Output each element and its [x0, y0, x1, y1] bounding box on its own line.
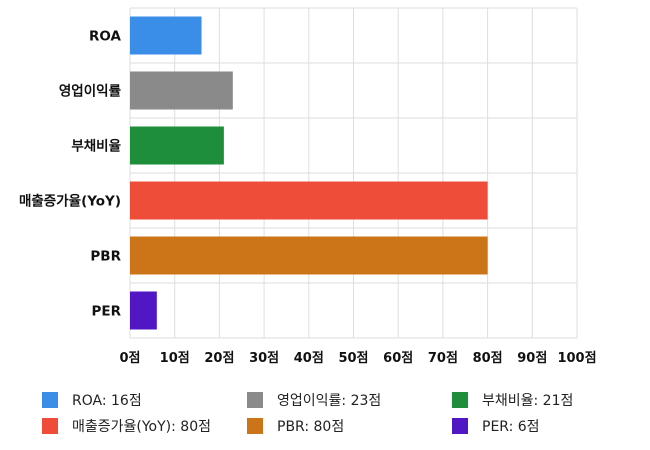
x-tick-label: 40점 — [294, 351, 324, 366]
x-tick-label: 20점 — [204, 351, 234, 366]
legend-swatch — [452, 392, 468, 408]
category-label: 부채비율 — [71, 138, 121, 155]
category-label: PER — [91, 304, 121, 320]
x-tick-label: 100점 — [557, 351, 596, 366]
bar — [130, 16, 202, 55]
legend-item-pbr: PBR: 80점 — [247, 416, 452, 436]
bar — [130, 236, 488, 275]
legend-item-roa: ROA: 16점 — [42, 390, 247, 410]
legend-label: PBR: 80점 — [277, 419, 345, 435]
legend-label: ROA: 16점 — [72, 393, 142, 409]
legend-item-operating-margin: 영업이익률: 23점 — [247, 390, 452, 410]
bar — [130, 71, 233, 110]
legend-swatch — [42, 418, 58, 434]
x-tick-label: 70점 — [428, 351, 458, 366]
x-tick-label: 60점 — [383, 351, 413, 366]
legend-label: 영업이익률: 23점 — [277, 393, 382, 409]
category-label: ROA — [89, 29, 122, 45]
legend-swatch — [247, 392, 263, 408]
x-tick-label: 80점 — [473, 351, 503, 366]
legend-swatch — [42, 392, 58, 408]
x-tick-label: 30점 — [249, 351, 279, 366]
legend-label: 매출증가율(YoY): 80점 — [72, 419, 211, 435]
x-tick-label: 50점 — [338, 351, 368, 366]
legend-item-debt-ratio: 부채비율: 21점 — [452, 390, 642, 410]
category-label: 영업이익률 — [59, 83, 122, 100]
x-tick-label: 90점 — [517, 351, 547, 366]
legend-item-per: PER: 6점 — [452, 416, 642, 436]
bar — [130, 126, 224, 165]
category-label: 매출증가율(YoY) — [19, 193, 121, 210]
x-tick-label: 10점 — [160, 351, 190, 366]
legend: ROA: 16점 영업이익률: 23점 부채비율: 21점 매출증가율(YoY)… — [42, 390, 642, 436]
bar — [130, 291, 157, 330]
bar-chart: 0점 10점 20점 30점 40점 50점 60점 70점 80점 90점 100점 ROA 영업이익… — [19, 7, 597, 366]
category-label: PBR — [90, 249, 121, 265]
legend-label: PER: 6점 — [482, 419, 540, 435]
legend-swatch — [247, 418, 263, 434]
legend-item-sales-growth: 매출증가율(YoY): 80점 — [42, 416, 247, 436]
legend-label: 부채비율: 21점 — [482, 393, 574, 409]
x-tick-label: 0점 — [119, 351, 140, 366]
bar — [130, 181, 488, 220]
legend-swatch — [452, 418, 468, 434]
